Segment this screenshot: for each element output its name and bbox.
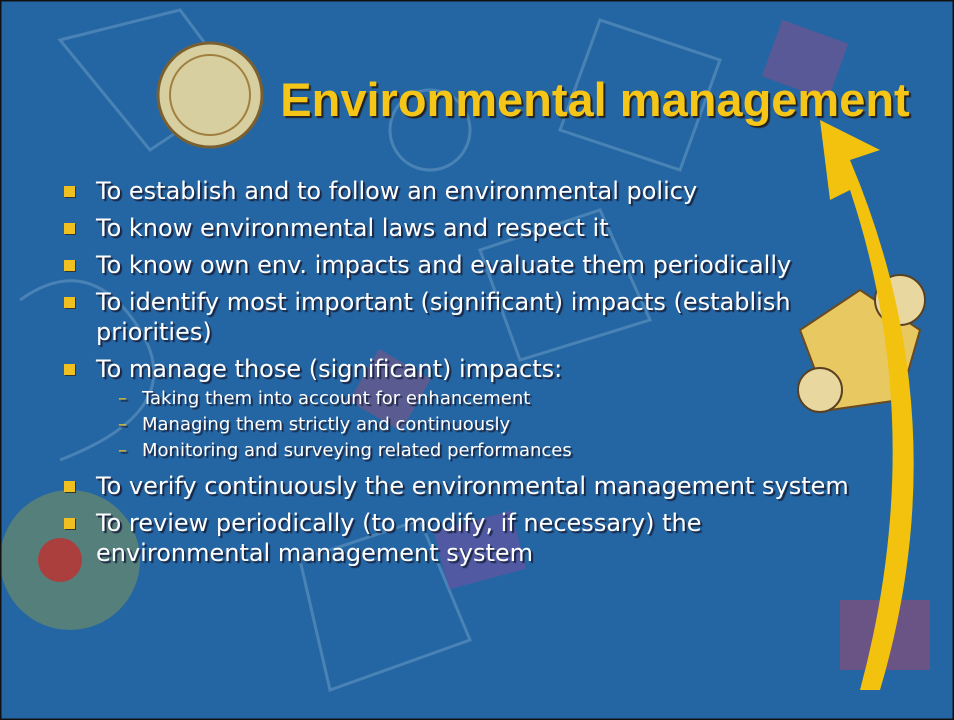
sub-bullet-text: Managing them strictly and continuously xyxy=(142,414,510,435)
bullet-text: To review periodically (to modify, if ne… xyxy=(96,509,701,567)
slide: Environmental management To establish an… xyxy=(0,0,954,720)
sub-bullet-text: Taking them into account for enhancement xyxy=(142,388,530,409)
slide-title: Environmental management xyxy=(250,72,940,127)
bullet: To verify continuously the environmental… xyxy=(62,471,946,501)
sub-bullet: Monitoring and surveying related perform… xyxy=(118,438,946,464)
bullet: To establish and to follow an environmen… xyxy=(62,176,946,206)
sub-bullet: Managing them strictly and continuously xyxy=(118,412,946,438)
sub-list: Taking them into account for enhancement… xyxy=(96,386,946,464)
sub-bullet: Taking them into account for enhancement xyxy=(118,386,946,412)
bullet: To know own env. impacts and evaluate th… xyxy=(62,250,796,280)
bullet: To manage those (significant) impacts: Ta… xyxy=(62,354,946,464)
sub-bullet-text: Monitoring and surveying related perform… xyxy=(142,440,572,461)
bullet-text: To know environmental laws and respect i… xyxy=(96,214,609,242)
bullet: To know environmental laws and respect i… xyxy=(62,213,946,243)
bullet-list: To establish and to follow an environmen… xyxy=(62,176,946,575)
bullet-text: To verify continuously the environmental… xyxy=(96,472,849,500)
bullet-text: To identify most important (significant)… xyxy=(96,288,791,346)
bullet-text: To know own env. impacts and evaluate th… xyxy=(96,251,791,279)
bullet: To identify most important (significant)… xyxy=(62,287,816,347)
bullet-text: To manage those (significant) impacts: xyxy=(96,355,562,383)
bullet: To review periodically (to modify, if ne… xyxy=(62,508,856,568)
bullet-text: To establish and to follow an environmen… xyxy=(96,177,697,205)
